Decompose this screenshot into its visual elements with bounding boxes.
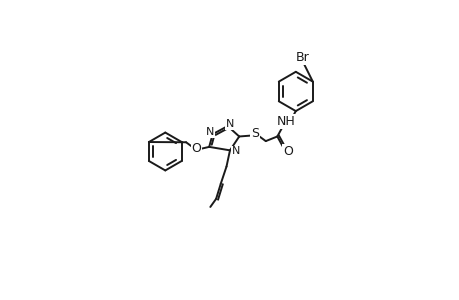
- Text: Br: Br: [295, 51, 309, 64]
- Text: N: N: [231, 146, 240, 157]
- Text: NH: NH: [277, 115, 295, 128]
- Text: O: O: [283, 145, 293, 158]
- Text: O: O: [191, 142, 201, 154]
- Text: N: N: [205, 127, 213, 137]
- Text: S: S: [251, 127, 259, 140]
- Text: N: N: [225, 119, 234, 129]
